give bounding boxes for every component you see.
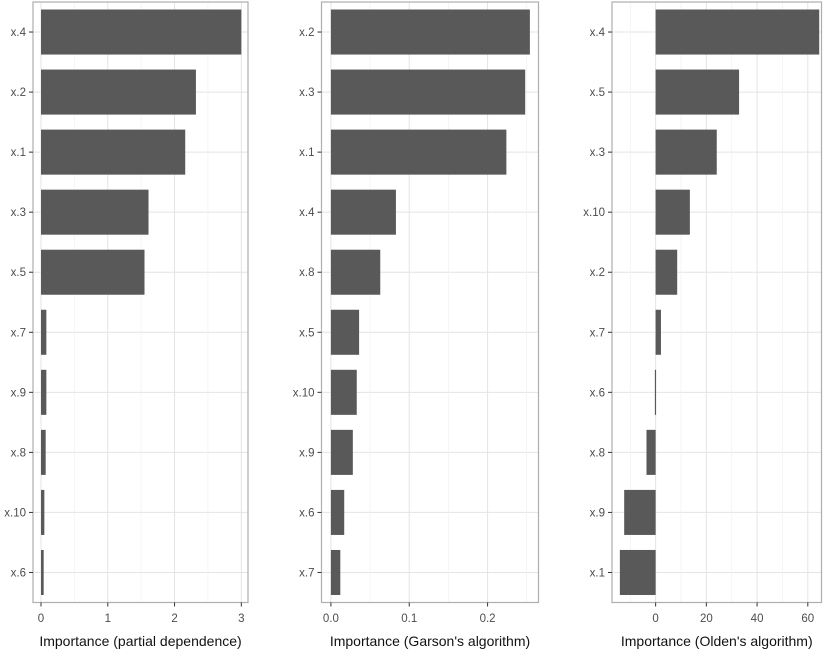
category-label-x.1: x.1 bbox=[299, 147, 314, 159]
bar-x.10 bbox=[655, 189, 690, 235]
category-label-x.10: x.10 bbox=[293, 387, 315, 399]
bar-x.3 bbox=[655, 129, 717, 175]
bar-x.8 bbox=[41, 429, 46, 475]
bar-x.8 bbox=[646, 429, 656, 475]
x-axis-tick-label: 3 bbox=[238, 613, 244, 625]
category-label-x.9: x.9 bbox=[11, 387, 26, 399]
bar-x.10 bbox=[330, 369, 357, 415]
bar-x.3 bbox=[330, 69, 526, 115]
bar-x.7 bbox=[655, 309, 661, 355]
bar-x.3 bbox=[41, 189, 149, 235]
bar-x.9 bbox=[330, 429, 353, 475]
category-label-x.6: x.6 bbox=[590, 387, 605, 399]
x-axis-tick-label: 0 bbox=[38, 613, 44, 625]
category-label-x.10: x.10 bbox=[583, 207, 605, 219]
x-axis-tick-label: 2 bbox=[171, 613, 177, 625]
bar-x.6 bbox=[41, 549, 44, 595]
category-label-x.5: x.5 bbox=[11, 267, 26, 279]
bar-x.2 bbox=[330, 9, 530, 55]
x-axis-tick-label: 60 bbox=[801, 613, 814, 625]
bar-x.2 bbox=[41, 69, 196, 115]
bar-x.1 bbox=[41, 129, 186, 175]
category-label-x.6: x.6 bbox=[299, 507, 314, 519]
bar-x.9 bbox=[41, 369, 47, 415]
category-label-x.8: x.8 bbox=[299, 267, 314, 279]
panel-border bbox=[32, 1, 249, 604]
category-label-x.5: x.5 bbox=[590, 87, 605, 99]
x-axis-tick-label: 0 bbox=[652, 613, 658, 625]
x-axis-tick-label: 0.0 bbox=[323, 613, 339, 625]
x-axis-tick-label: 1 bbox=[105, 613, 111, 625]
panel-border bbox=[611, 1, 823, 604]
category-label-x.7: x.7 bbox=[11, 327, 26, 339]
category-label-x.2: x.2 bbox=[299, 27, 314, 39]
category-label-x.9: x.9 bbox=[299, 447, 314, 459]
bar-x.1 bbox=[619, 549, 656, 595]
bar-x.7 bbox=[41, 309, 47, 355]
category-label-x.8: x.8 bbox=[11, 447, 26, 459]
category-label-x.3: x.3 bbox=[11, 207, 26, 219]
bar-x.9 bbox=[624, 489, 656, 535]
panel-partial-dependence: 0 1 2 3 x.4 x.2 x.1 x.3 x.5 x.7 x.9 x.8 x.10 x.6 bbox=[4, 1, 249, 625]
category-label-x.4: x.4 bbox=[590, 27, 606, 39]
category-label-x.2: x.2 bbox=[11, 87, 26, 99]
category-label-x.3: x.3 bbox=[590, 147, 605, 159]
category-label-x.5: x.5 bbox=[299, 327, 314, 339]
x-axis-title-olden: Importance (Olden's algorithm) bbox=[620, 633, 813, 649]
bar-x.5 bbox=[41, 249, 145, 295]
x-axis-tick-label: 0.2 bbox=[480, 613, 496, 625]
category-label-x.3: x.3 bbox=[299, 87, 314, 99]
bar-x.6 bbox=[330, 489, 345, 535]
x-axis-tick-label: 20 bbox=[700, 613, 713, 625]
x-axis-tick-label: 0.1 bbox=[401, 613, 417, 625]
x-axis-title-partial-dependence: Importance (partial dependence) bbox=[39, 633, 242, 649]
bar-x.4 bbox=[330, 189, 396, 235]
category-label-x.7: x.7 bbox=[590, 327, 605, 339]
bar-x.6 bbox=[654, 369, 657, 415]
category-label-x.9: x.9 bbox=[590, 507, 605, 519]
category-label-x.10: x.10 bbox=[4, 507, 26, 519]
category-label-x.1: x.1 bbox=[11, 147, 26, 159]
panel-border bbox=[320, 1, 540, 604]
x-axis-tick-label: 40 bbox=[751, 613, 764, 625]
category-label-x.8: x.8 bbox=[590, 447, 605, 459]
category-label-x.2: x.2 bbox=[590, 267, 605, 279]
bar-x.5 bbox=[330, 309, 360, 355]
bar-x.4 bbox=[655, 9, 820, 55]
category-label-x.4: x.4 bbox=[299, 207, 315, 219]
category-label-x.7: x.7 bbox=[299, 567, 314, 579]
bar-x.2 bbox=[655, 249, 678, 295]
bar-x.1 bbox=[330, 129, 507, 175]
bar-x.10 bbox=[41, 489, 45, 535]
bar-x.5 bbox=[655, 69, 740, 115]
category-label-x.4: x.4 bbox=[11, 27, 27, 39]
panel-olden: 0 20 40 60 x.4 x.5 x.3 x.10 x.2 x.7 x.6 x.8 x.9 x.1 bbox=[583, 1, 823, 625]
category-label-x.6: x.6 bbox=[11, 567, 26, 579]
category-label-x.1: x.1 bbox=[590, 567, 605, 579]
panel-garson: 0.0 0.1 0.2 x.2 x.3 x.1 x.4 x.8 x.5 x.10 x.9 x.6 x.7 bbox=[293, 1, 540, 625]
bar-x.8 bbox=[330, 249, 381, 295]
x-axis-title-garson: Importance (Garson's algorithm) bbox=[329, 633, 531, 649]
bar-x.7 bbox=[330, 549, 341, 595]
bar-x.4 bbox=[41, 9, 242, 55]
